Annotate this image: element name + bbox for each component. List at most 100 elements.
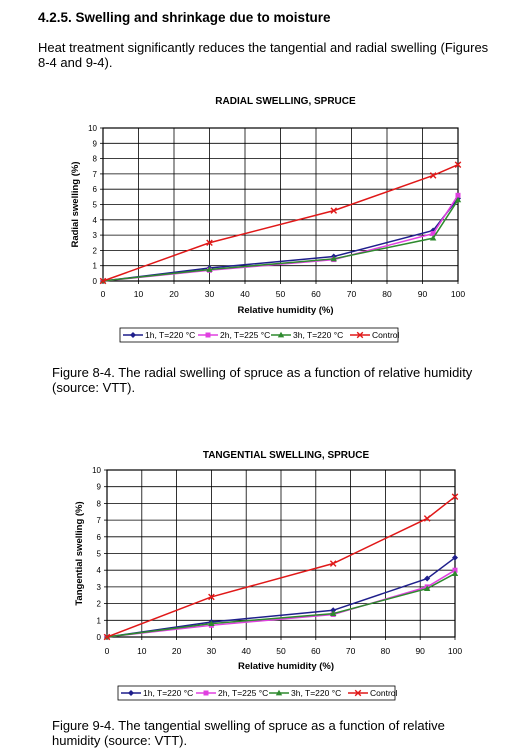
y-tick-label: 2 (97, 600, 102, 609)
x-tick-label: 70 (346, 646, 356, 656)
x-axis-label: Relative humidity (%) (238, 661, 334, 672)
y-tick-label: 10 (92, 466, 101, 475)
data-point-control (330, 207, 338, 214)
legend-label-1h: 1h, T=220 °C (145, 330, 195, 340)
x-tick-label: 10 (134, 289, 144, 299)
data-point-3h (429, 234, 437, 241)
data-point-2h (455, 192, 461, 198)
x-tick-label: 0 (105, 646, 110, 656)
y-tick-label: 0 (93, 277, 98, 286)
data-point-2h (430, 231, 436, 237)
x-tick-label: 30 (205, 289, 215, 299)
x-tick-label: 70 (347, 289, 357, 299)
y-tick-label: 1 (97, 616, 102, 625)
y-tick-label: 9 (93, 139, 98, 148)
legend-marker-1h (130, 332, 136, 338)
x-tick-label: 20 (172, 646, 182, 656)
legend-label-3h: 3h, T=220 °C (293, 330, 343, 340)
x-tick-label: 100 (451, 289, 465, 299)
legend-marker-1h (128, 690, 134, 696)
y-tick-label: 5 (93, 201, 98, 210)
data-point-control (329, 560, 337, 567)
data-point-control (206, 239, 213, 247)
data-point-control (208, 593, 215, 601)
data-point-3h (208, 620, 215, 627)
y-tick-label: 6 (97, 533, 102, 542)
figure-caption-tangential: Figure 9-4. The tangential swelling of s… (52, 718, 445, 748)
legend-box (119, 327, 399, 343)
x-tick-label: 60 (311, 646, 321, 656)
legend-label-2h: 2h, T=225 °C (220, 330, 270, 340)
y-tick-label: 5 (97, 550, 102, 559)
y-tick-label: 4 (97, 566, 102, 575)
legend-label-control: Control (372, 330, 400, 340)
x-tick-label: 50 (276, 646, 286, 656)
legend: 1h, T=220 °C 2h, T=225 °C 3h, T=220 °C Cont… (117, 685, 398, 701)
y-tick-label: 7 (97, 516, 102, 525)
y-tick-label: 9 (97, 483, 102, 492)
data-point-control (423, 515, 431, 522)
series-control (103, 493, 459, 641)
y-axis-label: Tangential swelling (%) (74, 501, 85, 605)
y-tick-label: 3 (97, 583, 102, 592)
y-tick-label: 2 (93, 246, 98, 255)
data-point-3h (423, 585, 431, 591)
y-tick-label: 3 (93, 231, 98, 240)
legend-marker-3h (275, 689, 283, 696)
figure-caption-radial: Figure 8-4. The radial swelling of spruc… (52, 365, 473, 395)
y-tick-label: 6 (93, 185, 98, 194)
x-tick-label: 80 (381, 646, 391, 656)
y-axis-label: Radial swelling (%) (70, 161, 81, 247)
data-point-3h (206, 266, 213, 272)
x-tick-label: 50 (276, 289, 286, 299)
x-tick-label: 40 (241, 646, 251, 656)
plot-area-frame (106, 469, 456, 638)
x-tick-label: 10 (137, 646, 147, 656)
x-tick-label: 0 (101, 289, 106, 299)
intro-paragraph: Heat treatment significantly reduces the… (38, 40, 489, 70)
plot-area-frame (102, 127, 459, 282)
x-tick-label: 60 (311, 289, 321, 299)
x-tick-label: 20 (169, 289, 179, 299)
legend-marker-3h (277, 331, 285, 338)
data-point-control (103, 633, 111, 641)
chart-title: TANGENTIAL SWELLING, SPRUCE (203, 450, 370, 461)
legend-marker-control (356, 331, 364, 339)
y-tick-label: 8 (93, 155, 98, 164)
x-tick-label: 80 (382, 289, 392, 299)
data-point-3h (451, 570, 459, 576)
x-tick-label: 100 (448, 646, 462, 656)
chart-title: RADIAL SWELLING, SPRUCE (215, 96, 356, 107)
y-tick-label: 4 (93, 216, 98, 225)
y-tick-label: 8 (97, 499, 102, 508)
legend-box (117, 685, 396, 701)
x-tick-label: 30 (207, 646, 217, 656)
legend-label-control: Control (370, 688, 398, 698)
data-point-3h (454, 196, 462, 203)
legend: 1h, T=220 °C 2h, T=225 °C 3h, T=220 °C Cont… (119, 327, 400, 343)
y-tick-label: 7 (93, 170, 98, 179)
x-tick-label: 90 (418, 289, 428, 299)
x-axis-label: Relative humidity (%) (237, 305, 333, 316)
series-control (99, 161, 462, 285)
data-point-1h (330, 607, 337, 614)
x-tick-label: 40 (240, 289, 250, 299)
data-point-3h (330, 255, 337, 262)
y-tick-label: 1 (93, 262, 98, 271)
data-point-control (454, 161, 462, 169)
legend-label-2h: 2h, T=225 °C (218, 688, 268, 698)
section-heading: 4.2.5. Swelling and shrinkage due to moi… (38, 10, 331, 25)
legend-label-1h: 1h, T=220 °C (143, 688, 193, 698)
legend-marker-2h (203, 690, 209, 696)
tangential-swelling-chart: TANGENTIAL SWELLING, SPRUCE 0 1 2 3 4 5 6 7 8 9 100… (74, 450, 462, 701)
y-tick-label: 10 (88, 124, 97, 133)
data-point-3h (330, 610, 337, 617)
legend-label-3h: 3h, T=220 °C (291, 688, 341, 698)
data-point-1h (452, 554, 458, 561)
legend-marker-control (354, 689, 362, 697)
data-point-control (99, 277, 107, 285)
x-tick-label: 90 (415, 646, 425, 656)
data-point-2h (452, 567, 458, 573)
data-point-control (429, 172, 437, 179)
